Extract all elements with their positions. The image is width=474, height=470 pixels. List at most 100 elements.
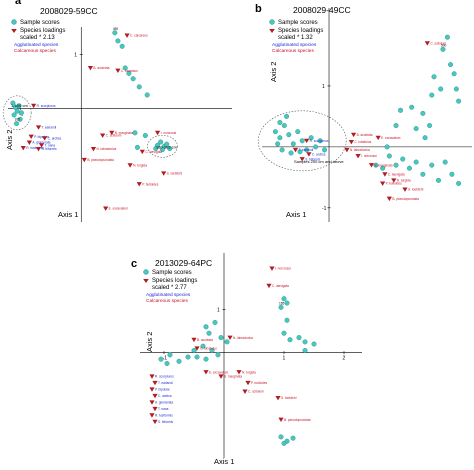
species-label: S. biformis — [305, 157, 320, 161]
sample-point — [224, 339, 230, 345]
species-marker — [152, 406, 158, 412]
species-marker — [218, 374, 224, 379]
species-label: P. bulloides — [386, 182, 402, 186]
sample-point — [406, 165, 412, 171]
sample-point — [384, 144, 390, 150]
sample-point — [438, 86, 444, 92]
species-label: S. loeblichi — [408, 188, 424, 192]
sample-point — [453, 86, 459, 92]
species-label: I. norcrossi — [161, 131, 177, 135]
species-label: E. excavatum — [209, 370, 229, 374]
sample-point — [302, 339, 308, 345]
sample-point — [413, 126, 419, 132]
species-marker — [152, 419, 158, 425]
sample-point — [158, 139, 164, 145]
species-marker — [402, 187, 408, 192]
sample-label: 450 — [113, 27, 119, 31]
sample-point — [380, 165, 386, 171]
species-marker — [28, 134, 34, 139]
sample-point — [176, 358, 182, 364]
x-axis-label: Axis 1 — [286, 210, 306, 219]
species-marker — [304, 138, 310, 144]
sample-point — [284, 300, 290, 306]
species-label: C. laevigata — [388, 172, 405, 176]
species-marker — [136, 182, 142, 187]
sample-point — [287, 337, 293, 343]
sample-point — [413, 159, 419, 165]
species-label: E. excavatum — [381, 136, 401, 140]
species-marker — [355, 154, 361, 159]
sample-point — [317, 138, 323, 144]
species-label: B. aculeata — [93, 66, 109, 70]
chart-title: 2013029-64PC — [155, 258, 212, 268]
sample-point — [456, 180, 462, 186]
species-marker — [42, 136, 48, 141]
legend-scaling-label: scaled * 2.13 — [20, 35, 55, 41]
legend-calcareous-label: Calcareous species — [146, 298, 188, 304]
panel-letter: b — [255, 3, 262, 15]
sample-point — [456, 98, 462, 104]
species-label: T. earlandi — [299, 148, 314, 152]
species-marker — [386, 196, 392, 202]
species-marker — [127, 163, 133, 168]
species-label: T. nana — [158, 407, 169, 411]
chart-title: 2008029-59CC — [40, 6, 98, 16]
legend-sample-label: Sample scores — [20, 20, 60, 26]
y-axis-label: Axis 2 — [145, 332, 154, 352]
species-marker — [139, 149, 145, 155]
sample-point — [275, 141, 281, 147]
sample-point — [122, 65, 128, 71]
sample-point — [409, 104, 415, 110]
sample-point — [209, 348, 215, 354]
species-marker — [368, 163, 375, 168]
species-label: N. turgida — [397, 179, 411, 183]
sample-point — [281, 296, 287, 302]
sample-point — [308, 135, 314, 141]
sample-point — [212, 319, 218, 325]
sample-point — [10, 100, 16, 106]
sample-point — [322, 147, 328, 153]
sample-point — [290, 141, 296, 147]
species-label: C. scitulum — [106, 134, 122, 138]
sample-point — [281, 330, 287, 336]
sample-point — [435, 177, 441, 183]
sample-point — [11, 112, 17, 118]
sample-point — [136, 84, 142, 90]
species-marker — [87, 65, 94, 71]
species-label: T. nana — [45, 143, 56, 147]
sample-point — [444, 34, 450, 40]
sample-point — [284, 317, 290, 323]
sample-point — [451, 71, 457, 77]
sample-point — [281, 123, 287, 129]
sample-point — [296, 335, 302, 341]
sample-group-ellipse — [2, 95, 32, 131]
species-label: N. labradorica — [96, 147, 116, 151]
species-label: B. marginata — [115, 131, 133, 135]
species-marker — [382, 172, 388, 177]
species-label: C. arctica — [48, 136, 62, 140]
legend-sample-icon — [269, 19, 275, 25]
species-marker — [203, 370, 209, 375]
species-label: S. biformis — [158, 420, 173, 424]
species-marker — [149, 413, 155, 418]
sample-point — [277, 135, 283, 141]
species-label: B. aculeata — [197, 338, 213, 342]
legend-agglutinated-label: Agglutinated species — [14, 42, 59, 48]
species-label: C. arctica — [158, 394, 172, 398]
panel-letter: c — [131, 258, 137, 270]
species-marker — [194, 346, 200, 351]
legend-agglutinated-label: Agglutinated species — [272, 42, 317, 48]
sample-group-ellipse — [257, 110, 347, 172]
sample-point — [288, 150, 294, 156]
sample-point — [126, 70, 132, 76]
sample-point — [115, 38, 121, 44]
species-marker — [152, 393, 158, 399]
chart-title: 2008029-49CC — [293, 5, 351, 15]
species-marker — [81, 157, 87, 163]
sample-point — [302, 348, 308, 354]
sample-label: 165 — [279, 301, 285, 305]
panel-c: -1 1 2 1 c 2013029-64PC Axis 1 Axis 2 165 I. norc… — [131, 253, 362, 466]
species-label: I. norcrossi — [361, 154, 377, 158]
